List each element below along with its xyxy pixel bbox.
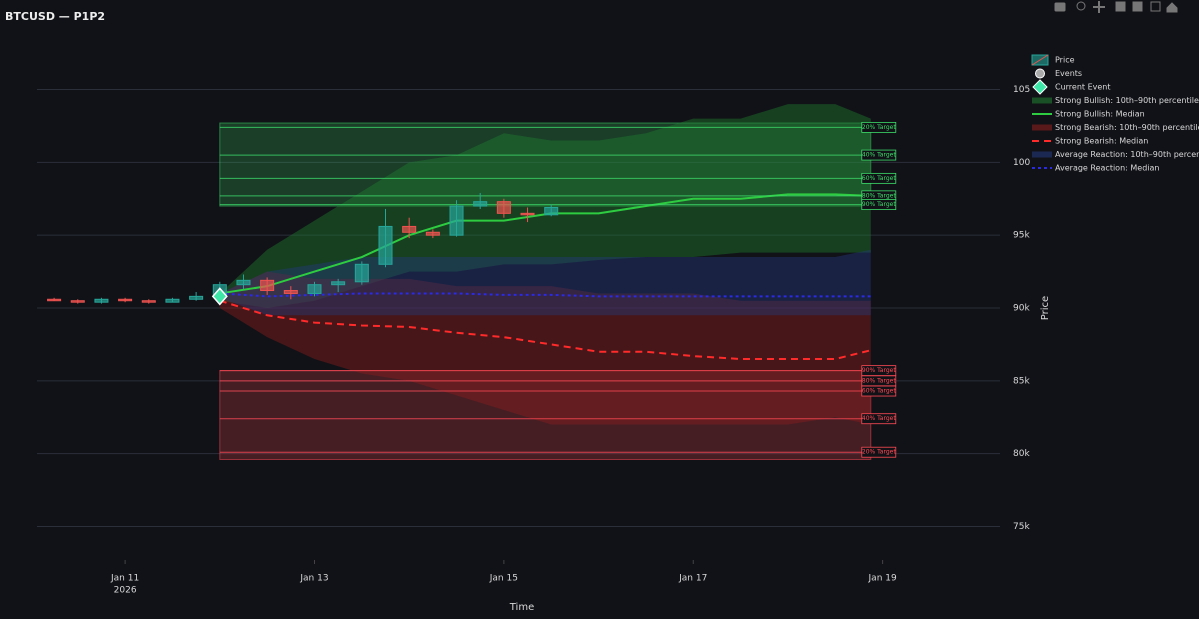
- target-label-box: [861, 446, 897, 458]
- x-axis-title: Time: [509, 602, 534, 613]
- candle-body: [141, 300, 156, 303]
- legend-label: Price: [1055, 56, 1075, 65]
- candle-body: [260, 279, 275, 292]
- target-label-box: [861, 172, 897, 184]
- candle-body: [331, 281, 346, 286]
- target-label-box: [861, 199, 897, 210]
- candle-body: [189, 295, 204, 300]
- candle-body: [496, 201, 511, 214]
- y-tick-label: 75k: [1013, 522, 1030, 532]
- y-tick-label: 105: [1013, 85, 1030, 95]
- candle-body: [378, 225, 393, 265]
- target-label: 20% Target: [862, 124, 896, 131]
- x-tick-label: Jan 17: [678, 574, 707, 584]
- autoscale-button[interactable]: [1150, 1, 1161, 12]
- target-label: 20% Target: [862, 449, 896, 456]
- zoom-out-button[interactable]: [1132, 1, 1143, 12]
- candle-body: [354, 263, 369, 283]
- x-tick-label: Jan 19: [868, 574, 897, 584]
- target-label: 60% Target: [862, 175, 896, 182]
- toolbar: [1054, 1, 1178, 13]
- candle-body: [94, 298, 109, 303]
- target-label-box: [861, 149, 897, 161]
- percentile-band: [219, 271, 871, 425]
- legend-label: Strong Bullish: Median: [1055, 110, 1145, 119]
- y-tick-label: 90k: [1013, 304, 1030, 314]
- y-tick-label: 100: [1013, 158, 1030, 168]
- legend-label: Current Event: [1055, 83, 1111, 92]
- target-label: 90% Target: [862, 367, 896, 374]
- legend-label: Strong Bearish: Median: [1055, 137, 1148, 146]
- zoom-button[interactable]: [1076, 1, 1086, 11]
- candle-body: [118, 298, 133, 302]
- target-label: 90% Target: [862, 201, 896, 208]
- candle-body: [47, 298, 62, 302]
- target-label: 80% Target: [862, 192, 896, 199]
- legend-icon: [1031, 54, 1049, 66]
- camera-button[interactable]: [1054, 2, 1066, 12]
- x-tick-label: Jan 13: [299, 574, 328, 584]
- candle-body: [165, 298, 180, 303]
- candle-body: [544, 207, 559, 216]
- candle-body: [425, 231, 440, 236]
- candle-body: [283, 290, 298, 294]
- legend-icon: [1032, 79, 1048, 95]
- target-zone: [219, 370, 872, 460]
- y-tick-label: 85k: [1013, 376, 1030, 386]
- legend-icon: [1032, 151, 1052, 158]
- candle-body: [307, 284, 322, 294]
- target-label-box: [861, 385, 897, 397]
- target-label: 40% Target: [862, 415, 896, 422]
- median-line: [219, 292, 871, 298]
- candle-body: [520, 212, 535, 216]
- candle-body: [236, 279, 251, 286]
- y-tick-label: 95k: [1013, 231, 1030, 241]
- y-axis-title: Price: [1040, 296, 1051, 320]
- x-tick-label: Jan 11: [110, 574, 139, 584]
- median-line: [219, 299, 872, 360]
- target-label: 40% Target: [862, 152, 896, 159]
- legend-label: Average Reaction: 10th–90th percentile: [1055, 150, 1199, 159]
- target-label: 80% Target: [862, 377, 896, 384]
- zoom-in-button[interactable]: [1115, 1, 1126, 12]
- legend-label: Events: [1055, 69, 1082, 78]
- x-tick-label: Jan 15: [489, 574, 518, 584]
- candle-body: [402, 225, 417, 233]
- chart-title: BTCUSD — P1P2: [5, 10, 105, 23]
- legend-label: Average Reaction: Median: [1055, 164, 1159, 173]
- y-tick-label: 80k: [1013, 449, 1030, 459]
- reset-button[interactable]: [1166, 2, 1178, 13]
- x-year-label: 2026: [114, 586, 137, 596]
- candle-body: [70, 300, 85, 303]
- legend-icon: [1032, 124, 1052, 131]
- legend-icon: [1032, 97, 1052, 104]
- candle-body: [473, 201, 488, 207]
- target-zone: [219, 122, 872, 207]
- legend-label: Strong Bearish: 10th–90th percentile: [1055, 123, 1199, 132]
- current-event-marker: [211, 287, 228, 306]
- legend-label: Strong Bullish: 10th–90th percentile: [1055, 96, 1199, 105]
- target-label: 60% Target: [862, 388, 896, 395]
- legend: Price Events Current Event Strong Bullish: …: [1031, 54, 1199, 173]
- percentile-band: [219, 249, 871, 316]
- target-label-box: [861, 413, 897, 425]
- candle-body: [449, 205, 464, 236]
- target-label-box: [861, 121, 897, 133]
- pan-button[interactable]: [1093, 1, 1105, 13]
- legend-icon: [1035, 68, 1045, 79]
